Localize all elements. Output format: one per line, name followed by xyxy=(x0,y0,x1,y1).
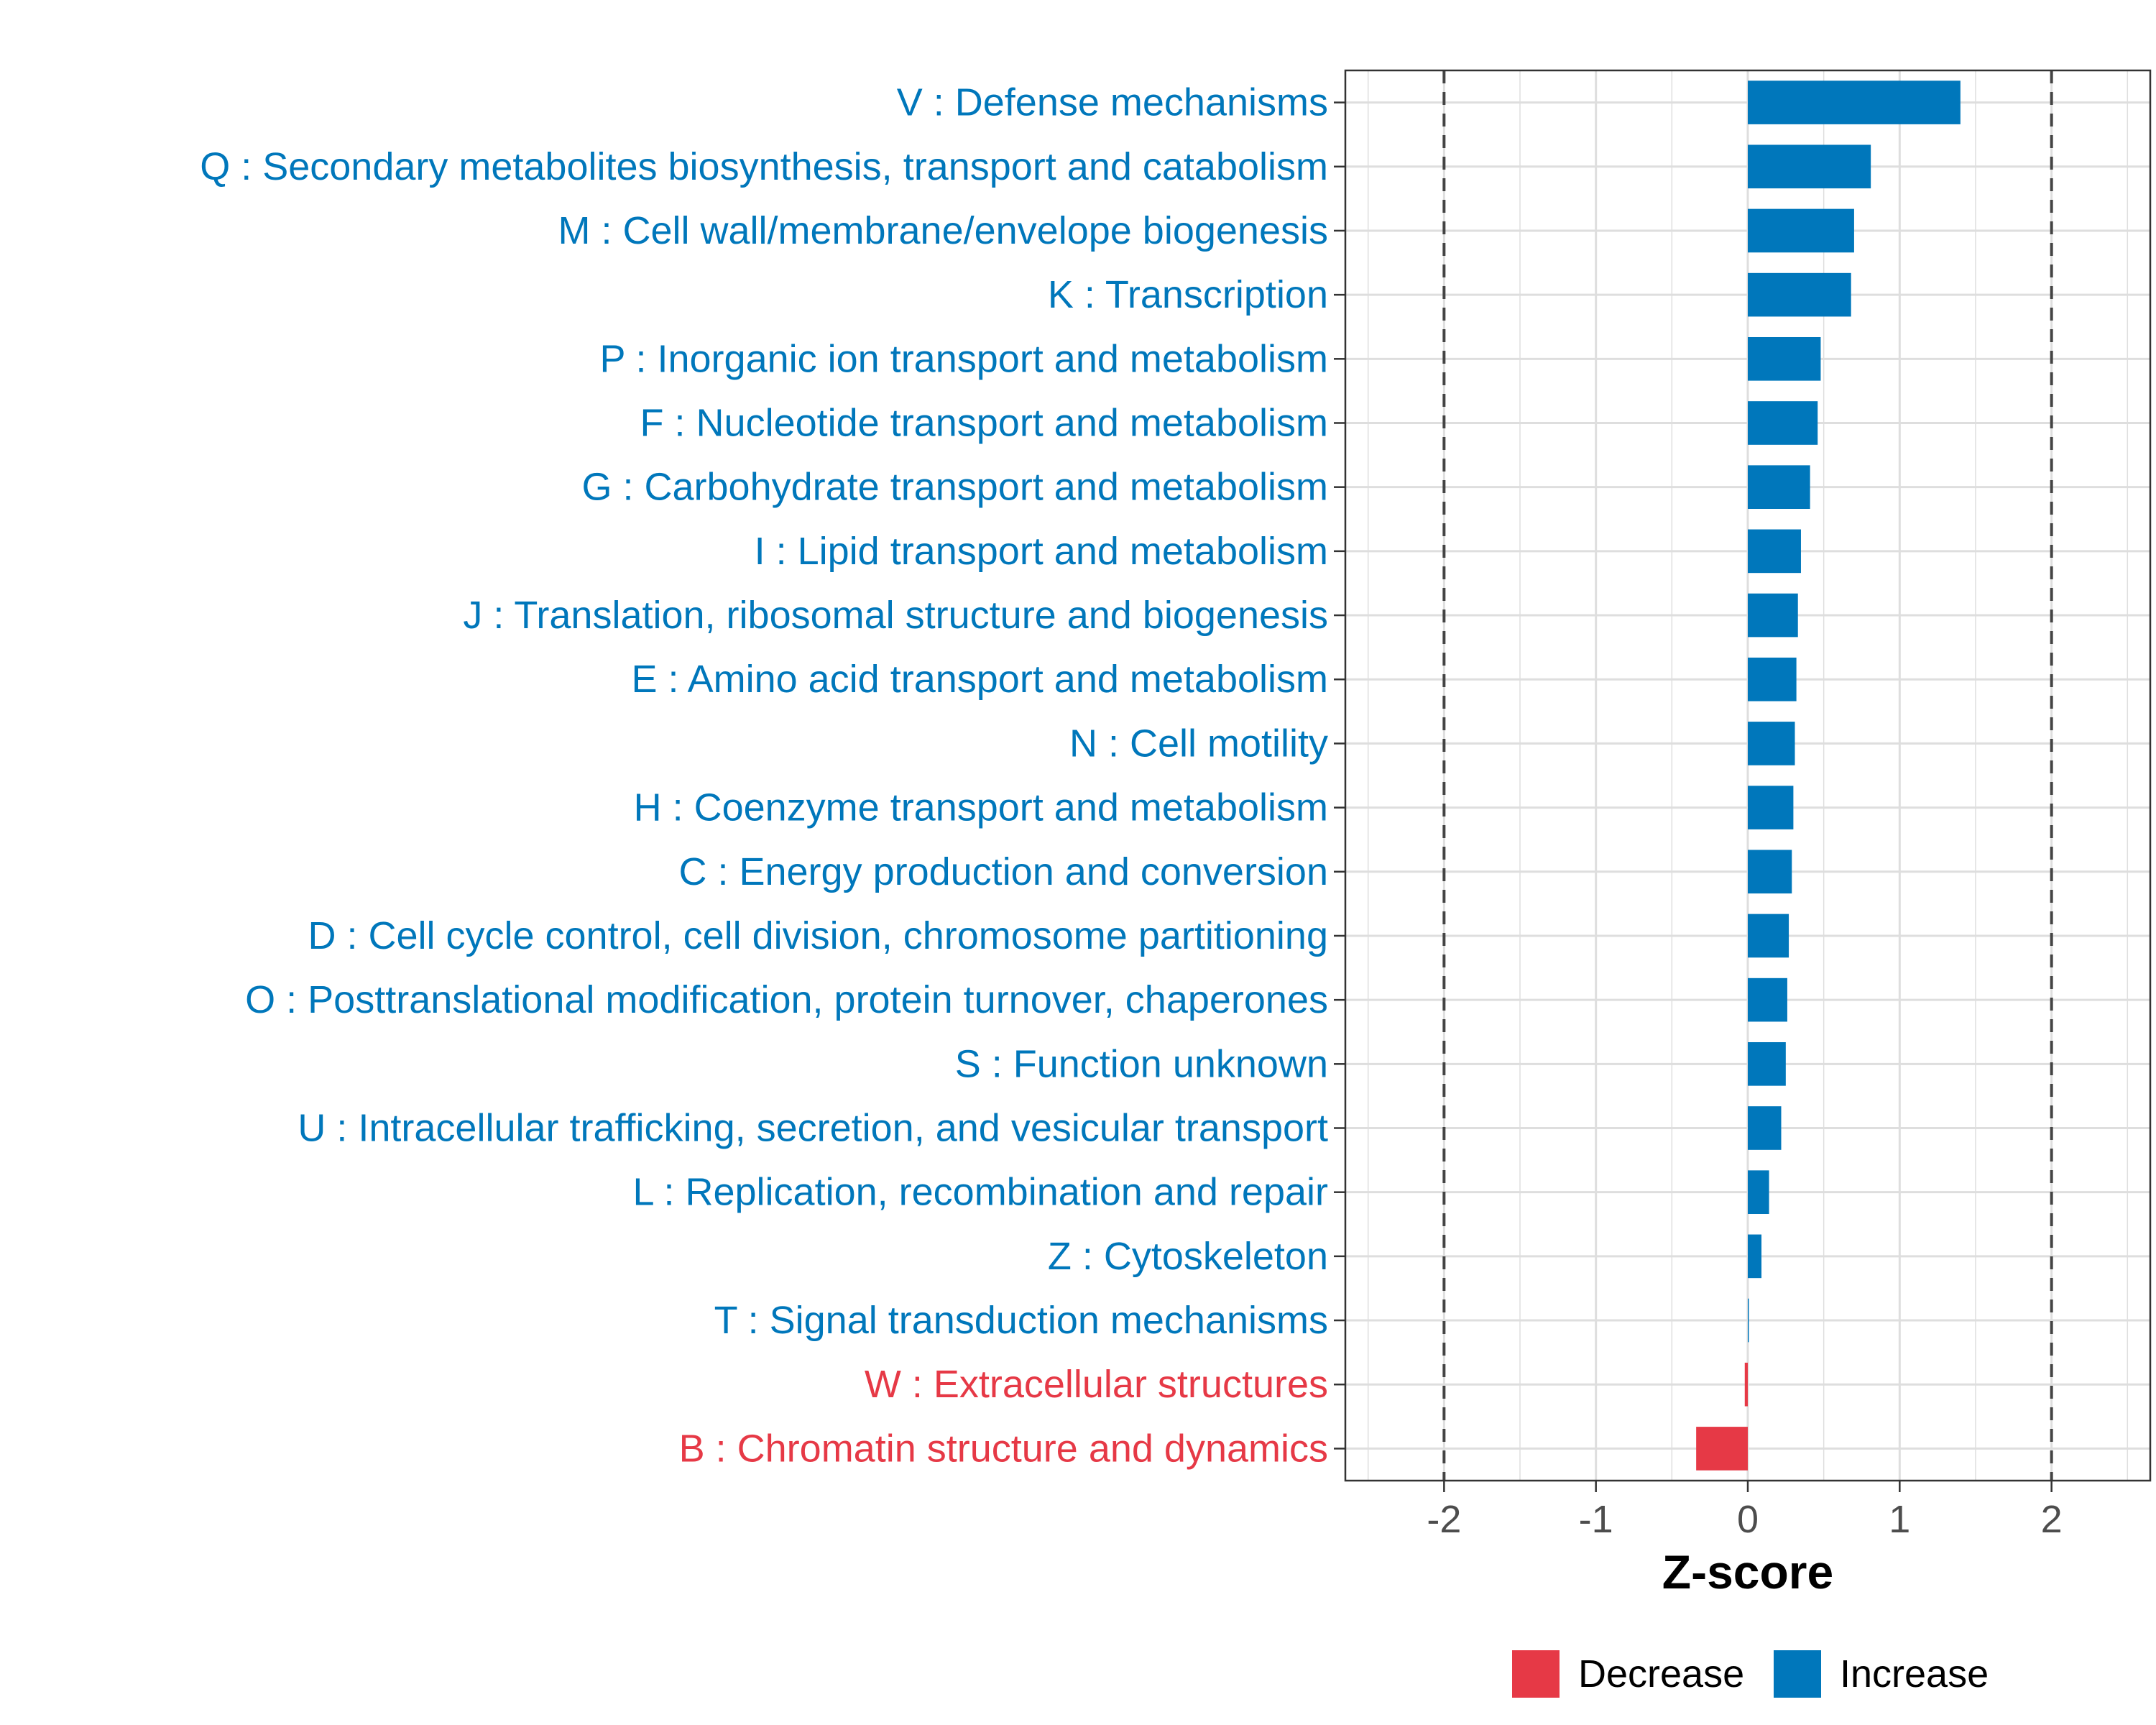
category-label: J : Translation, ribosomal structure and… xyxy=(463,594,1328,637)
x-axis-title: Z-score xyxy=(1662,1545,1833,1598)
category-label: P : Inorganic ion transport and metaboli… xyxy=(599,337,1328,380)
bar xyxy=(1748,529,1801,574)
bar xyxy=(1748,144,1871,189)
x-tick-label: -2 xyxy=(1427,1498,1461,1541)
legend-swatch xyxy=(1774,1650,1821,1698)
category-label: C : Energy production and conversion xyxy=(678,850,1328,893)
bar xyxy=(1748,1170,1769,1215)
bar xyxy=(1748,465,1810,510)
bar xyxy=(1748,593,1798,638)
x-axis-tick-labels: -2 -1 0 1 2 xyxy=(1427,1498,2062,1541)
category-label: K : Transcription xyxy=(1048,273,1328,316)
category-label: D : Cell cycle control, cell division, c… xyxy=(308,914,1328,957)
category-label: M : Cell wall/membrane/envelope biogenes… xyxy=(558,209,1328,252)
category-label: O : Posttranslational modification, prot… xyxy=(245,978,1328,1021)
bar xyxy=(1748,208,1854,253)
bars xyxy=(1696,80,1961,1471)
bar xyxy=(1748,786,1794,829)
bar xyxy=(1748,80,1961,124)
bar xyxy=(1748,657,1797,702)
bar xyxy=(1748,850,1792,894)
bar xyxy=(1748,1041,1786,1086)
legend-label: Decrease xyxy=(1578,1652,1744,1696)
category-label: S : Function unknown xyxy=(955,1042,1328,1085)
x-tick-label: 1 xyxy=(1889,1498,1910,1541)
bar xyxy=(1744,1362,1748,1407)
category-label: V : Defense mechanisms xyxy=(897,81,1328,124)
reference-lines xyxy=(1442,70,2053,1481)
category-label: I : Lipid transport and metabolism xyxy=(755,530,1328,573)
x-tick-label: 2 xyxy=(2041,1498,2063,1541)
category-label: Z : Cytoskeleton xyxy=(1048,1235,1328,1278)
bar xyxy=(1748,1106,1782,1150)
category-label: H : Coenzyme transport and metabolism xyxy=(634,786,1328,829)
bar xyxy=(1748,336,1821,381)
x-tick-label: -1 xyxy=(1579,1498,1613,1541)
category-label: T : Signal transduction mechanisms xyxy=(714,1299,1328,1342)
bar xyxy=(1748,978,1787,1022)
y-axis-ticks xyxy=(1334,101,1345,1450)
bar xyxy=(1748,401,1818,445)
legend-label: Increase xyxy=(1840,1652,1989,1696)
y-axis-labels: V : Defense mechanisms Q : Secondary meta… xyxy=(200,81,1328,1471)
category-label: F : Nucleotide transport and metabolism xyxy=(640,402,1328,445)
category-label: G : Carbohydrate transport and metabolis… xyxy=(582,466,1329,509)
legend: Decrease Increase xyxy=(1512,1650,1989,1698)
bar xyxy=(1748,1234,1762,1279)
bar xyxy=(1748,1298,1749,1343)
category-label: L : Replication, recombination and repai… xyxy=(632,1171,1328,1214)
category-label: W : Extracellular structures xyxy=(865,1363,1328,1406)
category-label: E : Amino acid transport and metabolism xyxy=(632,658,1328,701)
legend-swatch xyxy=(1512,1650,1560,1698)
x-tick-label: 0 xyxy=(1737,1498,1759,1541)
bar xyxy=(1748,722,1795,765)
x-axis-ticks xyxy=(1443,1481,2053,1492)
category-label: U : Intracellular trafficking, secretion… xyxy=(298,1107,1328,1150)
category-label: B : Chromatin structure and dynamics xyxy=(679,1427,1328,1470)
bar xyxy=(1748,272,1851,317)
bar xyxy=(1696,1427,1748,1471)
category-label: N : Cell motility xyxy=(1069,722,1328,765)
category-label: Q : Secondary metabolites biosynthesis, … xyxy=(200,145,1328,188)
bar xyxy=(1748,914,1789,958)
